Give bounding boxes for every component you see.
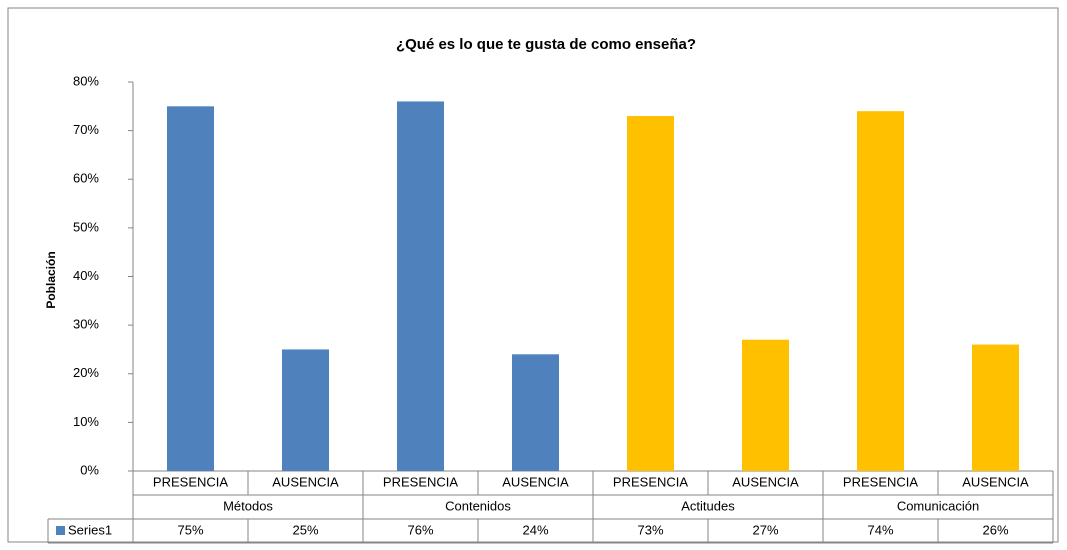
bar — [742, 339, 789, 471]
y-tick-label: 40% — [73, 268, 99, 283]
legend-label: Series1 — [68, 522, 112, 537]
data-table-value: 26% — [982, 522, 1008, 537]
y-tick-label: 20% — [73, 365, 99, 380]
x-tick-label: PRESENCIA — [843, 474, 918, 489]
x-tick-label: AUSENCIA — [962, 474, 1029, 489]
bar — [282, 349, 329, 471]
bar — [857, 111, 904, 472]
group-label: Actitudes — [681, 498, 735, 513]
data-table-value: 75% — [177, 522, 203, 537]
y-tick-label: 0% — [80, 462, 99, 477]
data-table-value: 76% — [407, 522, 433, 537]
group-label: Comunicación — [897, 498, 979, 513]
group-label: Contenidos — [445, 498, 511, 513]
x-tick-label: PRESENCIA — [613, 474, 688, 489]
group-label: Métodos — [223, 498, 273, 513]
bar — [397, 101, 444, 471]
x-tick-label: PRESENCIA — [153, 474, 228, 489]
y-tick-label: 30% — [73, 317, 99, 332]
data-table-value: 25% — [292, 522, 318, 537]
legend-key — [56, 526, 65, 535]
bar — [167, 106, 214, 471]
y-tick-label: 80% — [73, 73, 99, 88]
bar — [627, 116, 674, 471]
y-tick-label: 10% — [73, 414, 99, 429]
x-tick-label: AUSENCIA — [732, 474, 799, 489]
y-tick-label: 60% — [73, 171, 99, 186]
y-axis-label: Población — [44, 251, 58, 308]
data-table-value: 27% — [752, 522, 778, 537]
x-tick-label: PRESENCIA — [383, 474, 458, 489]
y-tick-label: 50% — [73, 219, 99, 234]
data-table-value: 74% — [867, 522, 893, 537]
y-tick-label: 70% — [73, 122, 99, 137]
chart-title: ¿Qué es lo que te gusta de como enseña? — [396, 36, 696, 53]
x-tick-label: AUSENCIA — [272, 474, 339, 489]
data-table-value: 73% — [637, 522, 663, 537]
bar — [972, 344, 1019, 471]
bar — [512, 354, 559, 471]
x-tick-label: AUSENCIA — [502, 474, 569, 489]
data-table-value: 24% — [522, 522, 548, 537]
